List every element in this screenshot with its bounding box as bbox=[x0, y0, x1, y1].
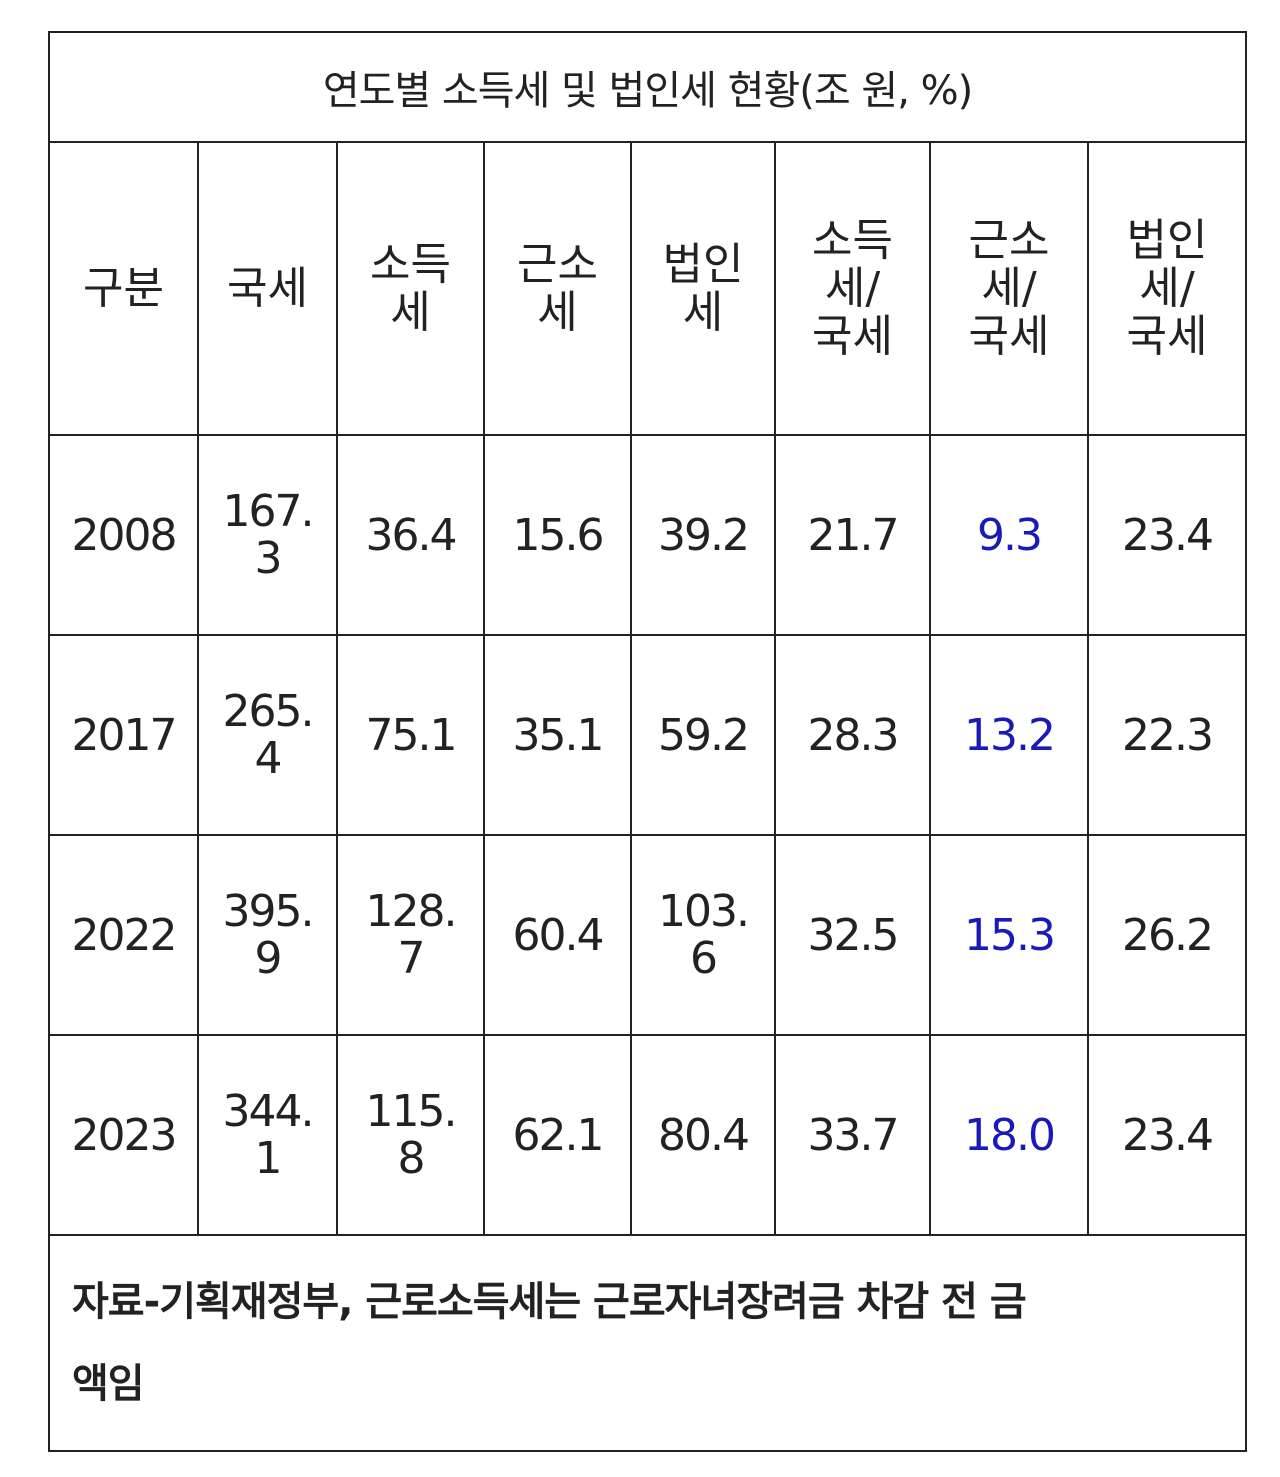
cell-corporate-ratio: 23.4 bbox=[1086, 434, 1248, 636]
header-corporate-ratio: 법인 세/국세 bbox=[1086, 141, 1248, 436]
cell-income-ratio: 28.3 bbox=[774, 634, 931, 836]
cell-year: 2017 bbox=[48, 634, 199, 836]
source-note-line: 액임 bbox=[72, 1361, 145, 1407]
cell-earned-income-tax: 15.6 bbox=[483, 434, 632, 636]
source-note-line: 자료-기획재정부, 근로소득세는 근로자녀장려금 차감 전 금 bbox=[72, 1279, 1027, 1325]
cell-year: 2022 bbox=[48, 834, 199, 1036]
cell-income-tax: 75.1 bbox=[336, 634, 485, 836]
cell-income-tax: 115. 8 bbox=[336, 1034, 485, 1236]
header-category: 구분 bbox=[48, 141, 199, 436]
cell-year: 2023 bbox=[48, 1034, 199, 1236]
tax-table: 연도별 소득세 및 법인세 현황(조 원, %) 구분 국세 소득 세 근소 세 법… bbox=[47, 31, 1248, 1452]
header-income-ratio: 소득 세/국세 bbox=[774, 141, 931, 436]
cell-year: 2008 bbox=[48, 434, 199, 636]
header-earned-ratio: 근소 세/국세 bbox=[929, 141, 1089, 436]
cell-earned-income-tax: 60.4 bbox=[483, 834, 632, 1036]
header-corporate-tax: 법인 세 bbox=[630, 141, 776, 436]
cell-earned-ratio: 18.0 bbox=[929, 1034, 1089, 1236]
cell-corporate-ratio: 22.3 bbox=[1086, 634, 1248, 836]
cell-income-ratio: 21.7 bbox=[774, 434, 931, 636]
table-row-2023: 2023 344. 1 115. 8 62.1 80.4 33.7 18.0 23.… bbox=[48, 1034, 1248, 1236]
table-row-2022: 2022 395. 9 128. 7 60.4 103. 6 32.5 15.3 26… bbox=[48, 834, 1248, 1036]
cell-corporate-ratio: 26.2 bbox=[1086, 834, 1248, 1036]
header-income-tax: 소득 세 bbox=[336, 141, 485, 436]
cell-national-tax: 395. 9 bbox=[197, 834, 338, 1036]
header-earned-income-tax: 근소 세 bbox=[483, 141, 632, 436]
cell-corporate-ratio: 23.4 bbox=[1086, 1034, 1248, 1236]
source-note: 자료-기획재정부, 근로소득세는 근로자녀장려금 차감 전 금 액임 bbox=[47, 1234, 1248, 1452]
cell-income-ratio: 33.7 bbox=[774, 1034, 931, 1236]
cell-earned-income-tax: 62.1 bbox=[483, 1034, 632, 1236]
cell-national-tax: 167. 3 bbox=[197, 434, 338, 636]
header-row: 구분 국세 소득 세 근소 세 법인 세 소득 세/국세 근소 세/국세 법인 세/국세 bbox=[48, 141, 1248, 436]
table-row-2008: 2008 167. 3 36.4 15.6 39.2 21.7 9.3 23.4 bbox=[48, 434, 1248, 636]
table-row-2017: 2017 265. 4 75.1 35.1 59.2 28.3 13.2 22.3 bbox=[48, 634, 1248, 836]
header-national-tax: 국세 bbox=[197, 141, 338, 436]
cell-income-tax: 36.4 bbox=[336, 434, 485, 636]
cell-earned-ratio: 9.3 bbox=[929, 434, 1089, 636]
cell-income-tax: 128. 7 bbox=[336, 834, 485, 1036]
table-title: 연도별 소득세 및 법인세 현황(조 원, %) bbox=[47, 31, 1248, 143]
cell-corporate-tax: 80.4 bbox=[630, 1034, 776, 1236]
cell-earned-ratio: 13.2 bbox=[929, 634, 1089, 836]
cell-national-tax: 265. 4 bbox=[197, 634, 338, 836]
cell-earned-ratio: 15.3 bbox=[929, 834, 1089, 1036]
cell-corporate-tax: 39.2 bbox=[630, 434, 776, 636]
cell-national-tax: 344. 1 bbox=[197, 1034, 338, 1236]
cell-income-ratio: 32.5 bbox=[774, 834, 931, 1036]
cell-corporate-tax: 103. 6 bbox=[630, 834, 776, 1036]
cell-earned-income-tax: 35.1 bbox=[483, 634, 632, 836]
cell-corporate-tax: 59.2 bbox=[630, 634, 776, 836]
